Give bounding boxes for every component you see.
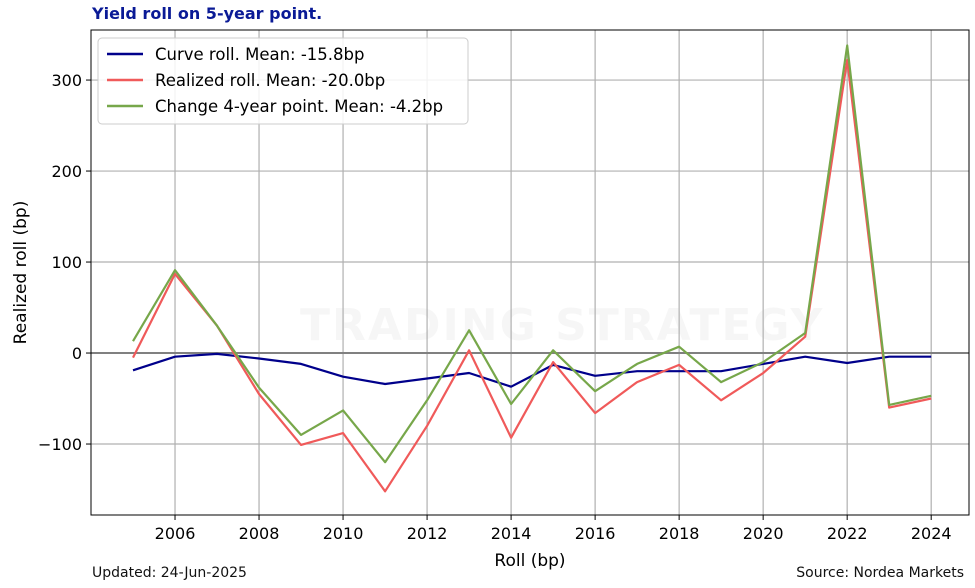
series-layer (132, 44, 932, 493)
y-tick-label: 200 (51, 162, 82, 181)
y-tick-label: 300 (51, 71, 82, 90)
y-axis-label: Realized roll (bp) (11, 201, 31, 345)
y-tick-label: 0 (72, 344, 82, 363)
chart-title: Yield roll on 5-year point. (92, 4, 323, 23)
x-tick-label: 2010 (323, 524, 364, 543)
series-line-realized (132, 58, 932, 493)
updated-note: Updated: 24-Jun-2025 (92, 565, 247, 581)
legend-label-change: Change 4-year point. Mean: -4.2bp (155, 97, 443, 116)
legend-label-curve: Curve roll. Mean: -15.8bp (155, 45, 365, 64)
legend-label-realized: Realized roll. Mean: -20.0bp (155, 71, 385, 90)
x-tick-label: 2020 (743, 524, 784, 543)
source-note: Source: Nordea Markets (796, 565, 964, 581)
y-tick-label: −100 (38, 435, 82, 454)
x-tick-label: 2018 (659, 524, 700, 543)
x-tick-label: 2024 (911, 524, 952, 543)
y-tick-label: 100 (51, 253, 82, 272)
x-tick-label: 2006 (155, 524, 196, 543)
x-tick-label: 2022 (827, 524, 868, 543)
plot-frame (90, 29, 970, 516)
legend-box (97, 37, 469, 125)
x-tick-label: 2012 (407, 524, 448, 543)
x-axis-label: Roll (bp) (494, 551, 565, 571)
tick-layer: 2006 2008 2010 2012 2014 2016 2018 2020 2022 2024… (38, 71, 952, 543)
x-tick-label: 2016 (575, 524, 616, 543)
legend: Curve roll. Mean: -15.8bp Realized roll. … (97, 37, 469, 125)
series-line-change (132, 44, 932, 464)
x-tick-label: 2014 (491, 524, 532, 543)
x-tick-label: 2008 (239, 524, 280, 543)
